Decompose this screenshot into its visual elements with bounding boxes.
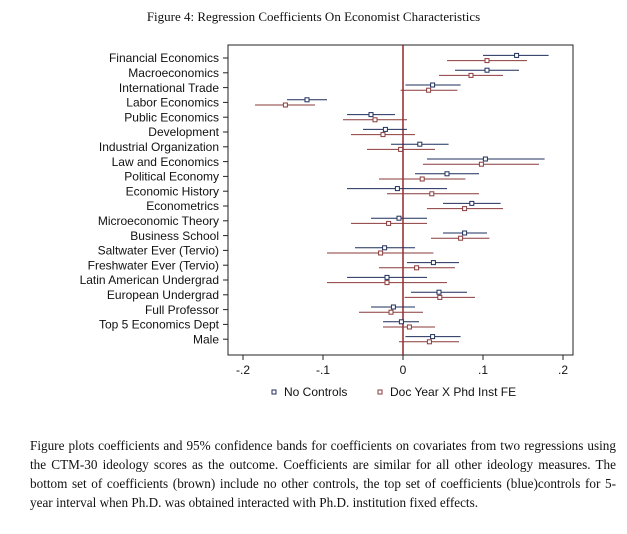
category-label: Microeconomic Theory <box>98 214 219 228</box>
coefficient-point <box>484 58 490 64</box>
coefficient-point <box>484 67 490 73</box>
coefficient-point <box>482 156 488 162</box>
category-label: Business School <box>130 229 219 243</box>
coefficient-point <box>388 309 394 315</box>
coefficient-point <box>514 52 520 58</box>
coefficient-point <box>396 215 402 221</box>
coefficient-point <box>304 97 310 103</box>
series-doc-year-phd-inst-fe <box>255 58 539 345</box>
category-label: Law and Economics <box>112 155 219 169</box>
coefficient-point <box>384 280 390 286</box>
coefficient-point <box>372 117 378 123</box>
coefficient-marks <box>255 52 549 345</box>
coefficient-point <box>468 72 474 78</box>
coefficient-point <box>368 112 374 118</box>
coefficient-point <box>444 171 450 177</box>
category-label: International Trade <box>119 81 219 95</box>
coefficient-point <box>394 186 400 192</box>
x-tick-label: .2 <box>558 363 568 377</box>
coefficient-point <box>282 102 288 108</box>
category-label: Macroeconomics <box>128 66 219 80</box>
coefficient-point <box>419 176 425 182</box>
series-no-controls <box>287 52 549 340</box>
x-axis: -.2 -.1 0 .1 .2 <box>236 355 568 377</box>
coefficient-point <box>398 319 404 325</box>
x-tick-label: .1 <box>478 363 488 377</box>
x-tick-label: 0 <box>400 363 407 377</box>
coefficient-point <box>382 126 388 132</box>
coefficient-point <box>430 334 436 340</box>
coefficient-point <box>429 191 435 197</box>
category-label: Financial Economics <box>109 51 219 65</box>
coefficient-point <box>426 87 432 93</box>
category-label: Industrial Organization <box>99 140 219 154</box>
category-label: Political Economy <box>124 170 219 184</box>
category-label: Labor Economics <box>126 96 219 110</box>
category-label: Public Economics <box>124 110 219 124</box>
category-label: Latin American Undergrad <box>80 273 219 287</box>
x-tick-label: -.1 <box>316 363 330 377</box>
category-label: Top 5 Economics Dept <box>99 318 220 332</box>
category-label: European Undergrad <box>107 288 219 302</box>
category-label: Econometrics <box>146 199 219 213</box>
category-labels: Financial EconomicsMacroeconomicsInterna… <box>80 51 228 346</box>
coefficient-point <box>378 250 384 256</box>
category-label: Freshwater Ever (Tervio) <box>88 258 219 272</box>
plot-frame <box>227 44 574 356</box>
category-label: Saltwater Ever (Tervio) <box>98 244 219 258</box>
coefficient-point <box>437 294 443 300</box>
coefficient-point <box>417 141 423 147</box>
coefficient-point <box>478 161 484 167</box>
legend-marker <box>377 389 383 395</box>
legend: No Controls Doc Year X Phd Inst FE <box>271 385 516 399</box>
coefficient-point <box>469 200 475 206</box>
coefficient-point <box>398 146 404 152</box>
coefficient-point <box>426 339 432 345</box>
coefficient-point <box>458 235 464 241</box>
category-label: Economic History <box>126 184 219 198</box>
coefficient-point <box>382 245 388 251</box>
coefficient-point <box>384 274 390 280</box>
coefficient-point <box>430 82 436 88</box>
coefficient-point <box>406 324 412 330</box>
legend-label: Doc Year X Phd Inst FE <box>390 385 516 399</box>
figure-title: Figure 4: Regression Coefficients On Eco… <box>146 9 481 24</box>
legend-marker <box>271 389 277 395</box>
coefficient-point <box>386 220 392 226</box>
coefficient-point <box>436 289 442 295</box>
coefficient-point <box>430 260 436 266</box>
coefficient-point <box>390 304 396 310</box>
category-label: Male <box>193 332 219 346</box>
figure-caption: Figure plots coefficients and 95% confid… <box>30 438 616 510</box>
coefficient-plot: -.2 -.1 0 .1 .2 Financial EconomicsMacroecon… <box>80 44 574 399</box>
x-tick-label: -.2 <box>236 363 250 377</box>
legend-label: No Controls <box>284 385 347 399</box>
coefficient-point <box>414 265 420 271</box>
coefficient-point <box>380 132 386 138</box>
coefficient-point <box>462 206 468 212</box>
category-label: Development <box>148 125 219 139</box>
category-label: Full Professor <box>145 303 219 317</box>
coefficient-point <box>462 230 468 236</box>
